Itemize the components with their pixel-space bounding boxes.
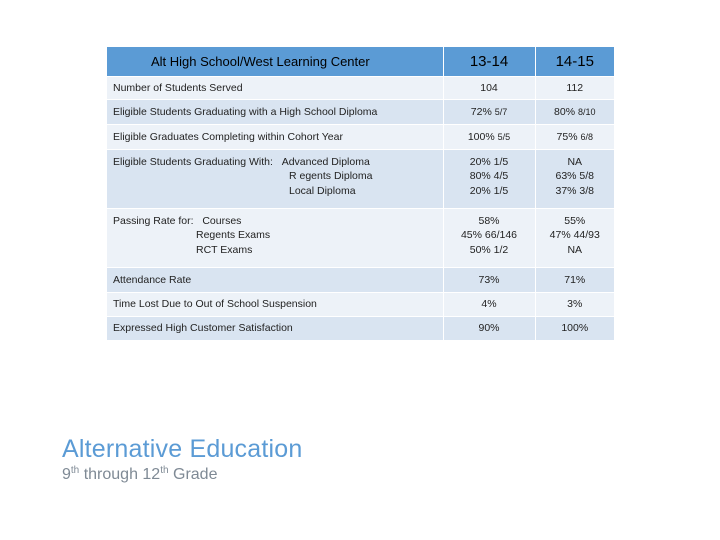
row-label-cohort: Eligible Graduates Completing within Coh…	[107, 124, 443, 150]
label-rct-exams: RCT Exams	[196, 243, 253, 256]
value-14-15: 55% 47% 44/93 NA	[534, 208, 614, 268]
column-header-13-14: 13-14	[442, 47, 535, 77]
value-line: 58%	[478, 214, 500, 227]
value-line: 80% 4/5	[469, 170, 509, 182]
table-row: Eligible Students Graduating with a High…	[107, 99, 614, 125]
label-regents-diploma: R egents Diploma	[289, 170, 373, 182]
through-text: through 12	[79, 466, 161, 483]
value-line: 37% 3/8	[555, 184, 595, 197]
value-line: 50% 1/2	[469, 243, 509, 256]
value-13-14: 20% 1/5 80% 4/5 20% 1/5	[442, 149, 535, 209]
table-row: Time Lost Due to Out of School Suspensio…	[107, 292, 614, 317]
column-header-14-15: 14-15	[534, 47, 614, 77]
ordinal-suffix: th	[70, 465, 80, 476]
label-courses: Courses	[202, 214, 242, 227]
value-13-14: 104	[442, 76, 535, 100]
row-label-suspension: Time Lost Due to Out of School Suspensio…	[107, 292, 443, 317]
label-local-diploma: Local Diploma	[289, 184, 356, 197]
label-advanced-diploma: Advanced Diploma	[281, 155, 370, 168]
fraction: 8/10	[577, 106, 596, 117]
value-14-15: NA 63% 5/8 37% 3/8	[534, 149, 614, 209]
value-line: NA	[567, 243, 583, 256]
value-13-14: 72% 5/7	[442, 99, 535, 125]
outcomes-table: Alt High School/West Learning Center 13-…	[107, 47, 614, 341]
value-line: 47% 44/93	[549, 229, 600, 241]
table-row: Eligible Students Graduating With: Advan…	[107, 149, 614, 209]
value-13-14: 100% 5/5	[442, 124, 535, 150]
value-line: 45% 66/146	[460, 229, 518, 241]
value-13-14: 90%	[442, 316, 535, 341]
table-header-row: Alt High School/West Learning Center 13-…	[107, 47, 614, 77]
ordinal-suffix: th	[160, 465, 169, 476]
value-line: NA	[567, 155, 583, 168]
table-row: Eligible Graduates Completing within Coh…	[107, 124, 614, 150]
row-label-satisfaction: Expressed High Customer Satisfaction	[107, 316, 443, 341]
value-14-15: 3%	[534, 292, 614, 317]
table-row: Passing Rate for: Courses Regents Exams …	[107, 208, 614, 268]
footer-title: Alternative Education	[62, 435, 303, 463]
row-label-attendance: Attendance Rate	[107, 267, 443, 293]
table-row: Expressed High Customer Satisfaction 90%…	[107, 316, 614, 341]
table-row: Attendance Rate 73% 71%	[107, 267, 614, 293]
value-13-14: 73%	[442, 267, 535, 293]
table-title: Alt High School/West Learning Center	[107, 47, 443, 77]
label-regents-exams: Regents Exams	[196, 229, 271, 241]
value-14-15: 80% 8/10	[534, 99, 614, 125]
value-14-15: 75% 6/8	[534, 124, 614, 150]
row-label-graduating-with: Eligible Students Graduating With: Advan…	[107, 149, 443, 209]
value-line: 20% 1/5	[469, 155, 509, 168]
footer-subtitle: 9th through 12th Grade	[62, 466, 217, 484]
grade-word: Grade	[168, 466, 218, 483]
value-14-15: 112	[534, 76, 614, 100]
value-line: 20% 1/5	[469, 184, 509, 197]
percent: 100%	[467, 130, 495, 143]
label-main: Passing Rate for:	[113, 214, 194, 227]
percent: 72%	[470, 105, 492, 118]
value-line: 63% 5/8	[555, 170, 595, 182]
value-13-14: 58% 45% 66/146 50% 1/2	[442, 208, 535, 268]
grade-start: 9	[62, 466, 71, 483]
percent: 80%	[554, 105, 576, 118]
row-label-passing-rate: Passing Rate for: Courses Regents Exams …	[107, 208, 443, 268]
percent: 75%	[556, 130, 578, 143]
table-row: Number of Students Served 104 112	[107, 76, 614, 100]
fraction: 5/5	[497, 131, 511, 142]
label-main: Eligible Students Graduating With:	[113, 155, 273, 168]
value-14-15: 71%	[534, 267, 614, 293]
row-label-students-served: Number of Students Served	[107, 76, 443, 100]
row-label-hs-diploma: Eligible Students Graduating with a High…	[107, 99, 443, 125]
value-13-14: 4%	[442, 292, 535, 317]
value-14-15: 100%	[534, 316, 614, 341]
value-line: 55%	[564, 214, 586, 227]
fraction: 5/7	[494, 106, 508, 117]
fraction: 6/8	[580, 131, 593, 142]
